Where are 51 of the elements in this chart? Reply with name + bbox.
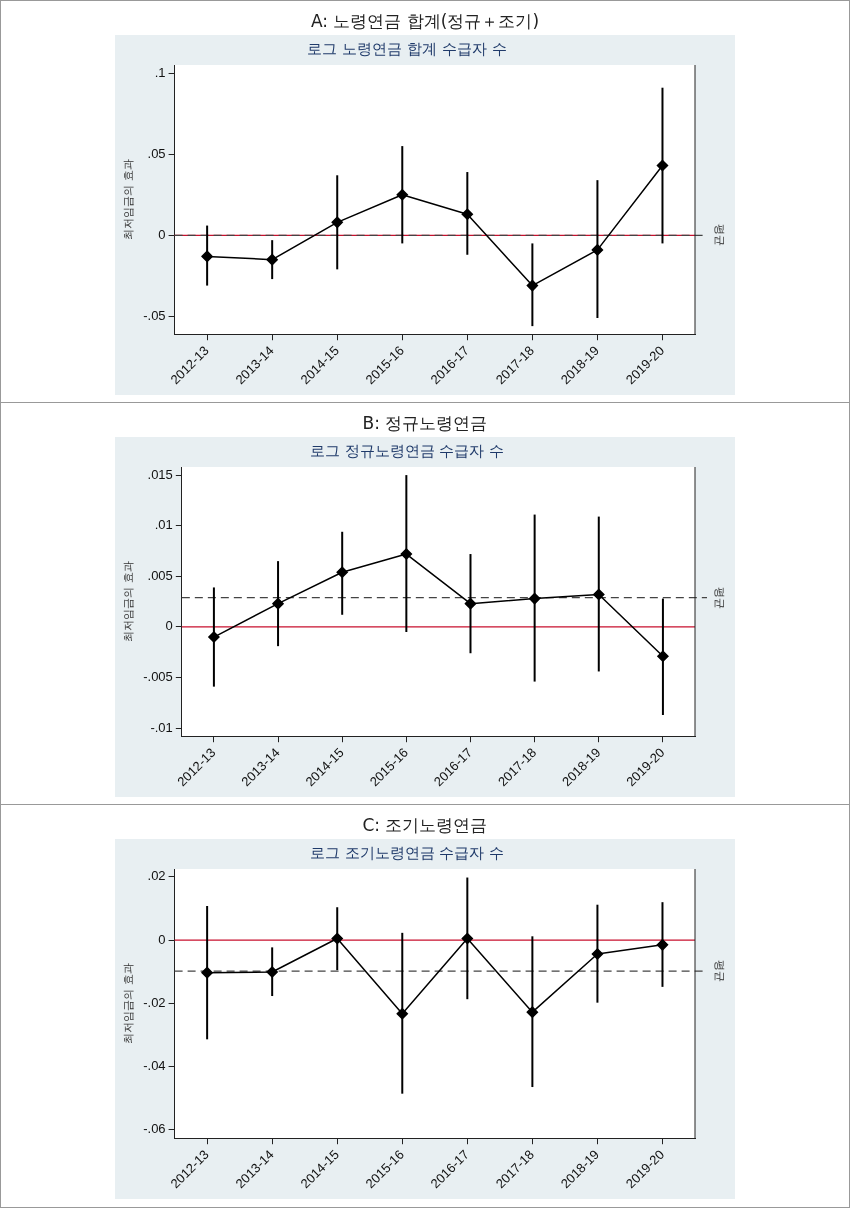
y-tick-label: .005 xyxy=(147,567,173,583)
y-tick-label: -.005 xyxy=(143,669,173,685)
point xyxy=(266,966,278,978)
point xyxy=(656,939,669,951)
point xyxy=(461,208,474,220)
y-tick-label: -.04 xyxy=(143,1058,166,1074)
y-axis-title: 최저임금의 효과 xyxy=(122,963,136,1044)
chart-subtitle: 로그 노령연금 합계 수급자 수 xyxy=(307,39,507,58)
point xyxy=(266,253,278,266)
point xyxy=(331,216,343,229)
y-tick-label: .1 xyxy=(154,64,166,80)
point xyxy=(331,932,343,945)
point xyxy=(591,948,604,960)
point xyxy=(201,250,213,263)
chart-subtitle: 로그 조기노령연금 수급자 수 xyxy=(309,843,505,862)
point xyxy=(464,597,477,610)
chart-subtitle: 로그 정규노령연금 수급자 수 xyxy=(309,441,505,460)
y-tick-label: -.02 xyxy=(143,994,166,1010)
y-tick-label: .01 xyxy=(154,517,173,533)
y-tick-label: -.01 xyxy=(150,719,173,735)
ref-line-label: 평균 xyxy=(713,586,727,609)
chart-title: A: 노령연금 합계(정규＋조기) xyxy=(309,10,541,33)
point xyxy=(526,279,539,292)
y-tick-label: 0 xyxy=(165,618,173,634)
point xyxy=(272,597,284,610)
y-tick-label: 0 xyxy=(158,226,166,242)
y-tick-label: -.06 xyxy=(143,1121,166,1137)
y-tick-label: .05 xyxy=(147,145,166,161)
point xyxy=(208,631,220,643)
y-tick-label: -.05 xyxy=(143,307,166,323)
point xyxy=(201,966,213,979)
point xyxy=(526,1006,539,1018)
point xyxy=(396,1007,409,1020)
point xyxy=(528,592,541,605)
point xyxy=(461,932,474,945)
y-tick-label: 0 xyxy=(158,931,166,947)
chart-title: C: 조기노령연금 xyxy=(361,814,489,837)
point xyxy=(396,189,409,201)
point xyxy=(591,244,604,256)
point xyxy=(656,159,669,172)
ref-line-label: 평균 xyxy=(713,224,727,247)
point xyxy=(657,650,669,663)
point xyxy=(336,566,348,579)
y-axis-title: 최저임금의 효과 xyxy=(122,561,136,642)
y-axis-title: 최저임금의 효과 xyxy=(122,159,136,240)
point xyxy=(400,548,413,560)
y-tick-label: .015 xyxy=(147,466,173,482)
y-tick-label: .02 xyxy=(147,868,166,884)
point xyxy=(593,588,605,601)
ref-line-label: 평균 xyxy=(713,960,727,983)
chart-title: B: 정규노령연금 xyxy=(361,412,489,435)
